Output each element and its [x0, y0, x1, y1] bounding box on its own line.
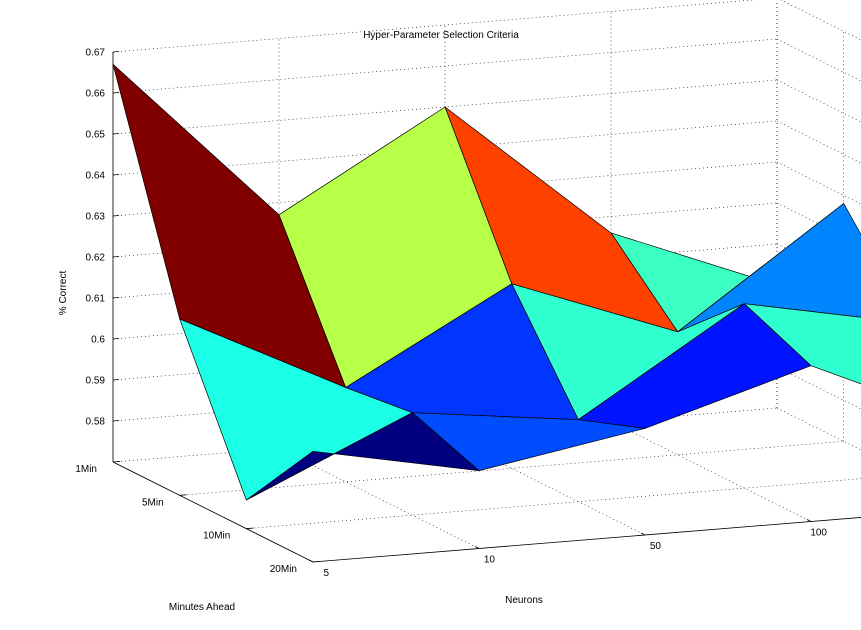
z-tick-mark: [112, 297, 120, 299]
z-tick-mark: [112, 338, 120, 340]
z-tick-label: 0.63: [86, 212, 106, 223]
z-axis-label: % Correct: [58, 271, 69, 316]
tick-labels: 0.58 0.59 0.6 0.61 0.62 0.63 0.64 0.65 0.66 0.67 1…: [75, 48, 827, 580]
x-axis-label: Neurons: [505, 595, 543, 606]
grid-line: [780, 0, 861, 41]
grid-line: [776, 120, 861, 164]
y-tick-label: 10Min: [203, 531, 230, 542]
z-tick-mark: [112, 215, 120, 217]
grid-line: [246, 478, 861, 529]
x-tick-mark: [474, 546, 480, 549]
y-tick-mark: [112, 461, 121, 463]
z-tick-label: 0.67: [86, 48, 106, 59]
grid-line: [312, 517, 861, 563]
z-tick-label: 0.59: [86, 376, 106, 387]
grid-line: [776, 38, 861, 82]
x-tick-label: 5: [323, 568, 329, 579]
grid-line: [776, 79, 861, 123]
z-tick-label: 0.65: [86, 130, 106, 141]
z-tick-mark: [112, 174, 120, 176]
z-tick-label: 0.66: [86, 89, 106, 100]
x-tick-mark: [640, 532, 646, 536]
x-tick-label: 100: [810, 528, 827, 539]
x-tick-mark: [308, 559, 314, 563]
z-tick-mark: [112, 256, 120, 258]
chart-title: Hyper-Parameter Selection Criteria: [363, 30, 519, 41]
y-tick-mark: [312, 561, 321, 563]
y-tick-label: 20Min: [270, 564, 297, 575]
z-tick-label: 0.64: [86, 171, 106, 182]
y-tick-label: 5Min: [142, 497, 164, 508]
grid-line: [776, 366, 861, 410]
y-tick-mark: [179, 494, 187, 496]
surface-facet: [245, 412, 480, 501]
z-tick-mark: [112, 133, 120, 135]
axis-line: [312, 517, 861, 563]
z-tick-label: 0.61: [86, 294, 106, 305]
z-tick-label: 0.62: [86, 253, 106, 264]
axis-line: [112, 461, 314, 563]
x-tick-label: 50: [650, 541, 662, 552]
z-tick-mark: [112, 420, 120, 422]
x-tick-label: 10: [484, 555, 496, 566]
axes: [112, 51, 861, 563]
y-tick-mark: [246, 527, 254, 530]
surface: [112, 63, 861, 501]
z-tick-mark: [112, 379, 120, 381]
x-tick-mark: [806, 519, 812, 522]
z-tick-mark: [112, 92, 120, 94]
z-tick-label: 0.6: [91, 335, 105, 346]
y-tick-label: 1Min: [75, 464, 97, 475]
z-tick-mark: [112, 51, 120, 53]
y-axis-label: Minutes Ahead: [169, 602, 235, 613]
grid-line: [776, 407, 861, 451]
grid-line: [610, 421, 812, 522]
z-tick-label: 0.58: [86, 417, 106, 428]
